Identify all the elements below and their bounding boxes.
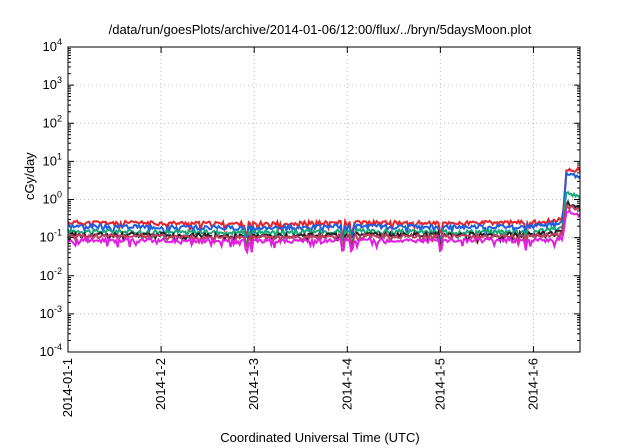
y-tick-label: 101 bbox=[43, 151, 62, 168]
x-tick-label: 2014-1-4 bbox=[339, 358, 354, 410]
y-tick-label: 10-3 bbox=[40, 304, 62, 321]
y-tick-label: 10-2 bbox=[40, 266, 62, 283]
y-tick-label: 10-4 bbox=[40, 342, 62, 359]
plot-frame bbox=[67, 46, 581, 353]
x-tick-label: 2014-1-2 bbox=[153, 358, 168, 410]
x-tick-label: 2014-1-5 bbox=[432, 358, 447, 410]
x-tick-label: 2014-1-3 bbox=[246, 358, 261, 410]
x-tick-label: 2014-1-6 bbox=[525, 358, 540, 410]
y-tick-label: 102 bbox=[43, 113, 62, 130]
y-tick-label: 104 bbox=[43, 37, 62, 54]
chart-title: /data/run/goesPlots/archive/2014-01-06/1… bbox=[108, 22, 532, 37]
x-axis-label: Coordinated Universal Time (UTC) bbox=[220, 430, 420, 445]
data-series-line bbox=[67, 170, 581, 242]
y-tick-label: 10-1 bbox=[40, 228, 62, 245]
x-tick-label: 2014-01-1 bbox=[60, 358, 75, 417]
y-tick-label: 103 bbox=[43, 75, 62, 92]
data-series-line bbox=[67, 208, 581, 255]
y-tick-label: 100 bbox=[43, 190, 62, 207]
data-series-line bbox=[67, 166, 581, 241]
data-series-line bbox=[67, 202, 581, 251]
